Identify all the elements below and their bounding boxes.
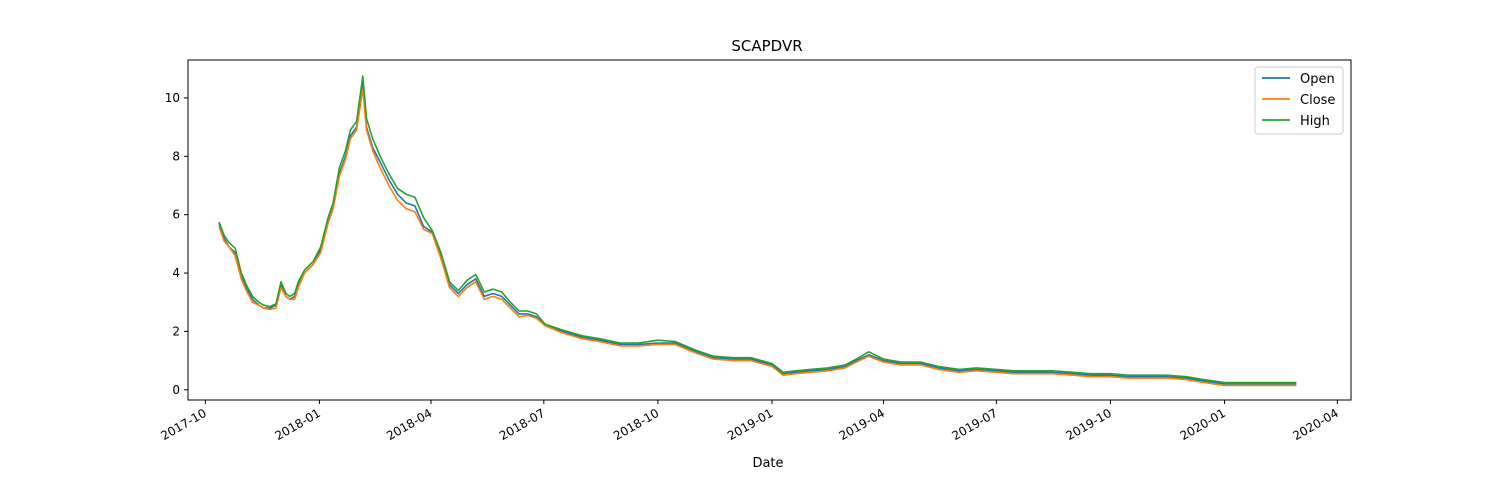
y-tick-label: 8	[172, 149, 180, 163]
x-tick-label: 2018-01	[273, 406, 323, 443]
x-tick-label: 2019-07	[949, 406, 999, 443]
series-high-line	[218, 75, 1297, 384]
series-open-line	[218, 82, 1297, 385]
legend-label-close: Close	[1300, 93, 1335, 108]
x-tick-label: 2017-10	[158, 406, 208, 443]
series-close-line	[218, 88, 1297, 387]
y-axis: 0 2 4 6 8 10	[165, 91, 188, 397]
y-tick-label: 0	[172, 383, 180, 397]
legend-box	[1254, 66, 1344, 135]
x-tick-label: 2019-10	[1064, 406, 1114, 443]
x-tick-label: 2019-04	[837, 406, 887, 443]
x-tick-label: 2019-01	[725, 406, 775, 443]
x-tick-label: 2020-04	[1290, 406, 1340, 443]
legend: Open Close High	[1254, 66, 1344, 135]
x-tick-label: 2018-04	[384, 406, 434, 443]
x-axis-label: Date	[752, 456, 783, 471]
plot-frame	[187, 59, 1352, 401]
legend-label-high: High	[1300, 114, 1330, 129]
y-tick-label: 4	[172, 266, 180, 280]
plot-lines	[218, 75, 1297, 387]
x-axis: 2017-10 2018-01 2018-04 2018-07 2018-10 2019-…	[158, 400, 1341, 443]
chart-title: SCAPDVR	[731, 37, 802, 55]
x-tick-label: 2018-07	[497, 406, 547, 443]
legend-label-open: Open	[1300, 72, 1335, 87]
y-tick-label: 6	[172, 208, 180, 222]
y-tick-label: 10	[165, 91, 180, 105]
x-tick-label: 2020-01	[1178, 406, 1228, 443]
y-tick-label: 2	[172, 324, 180, 338]
x-tick-label: 2018-10	[611, 406, 661, 443]
